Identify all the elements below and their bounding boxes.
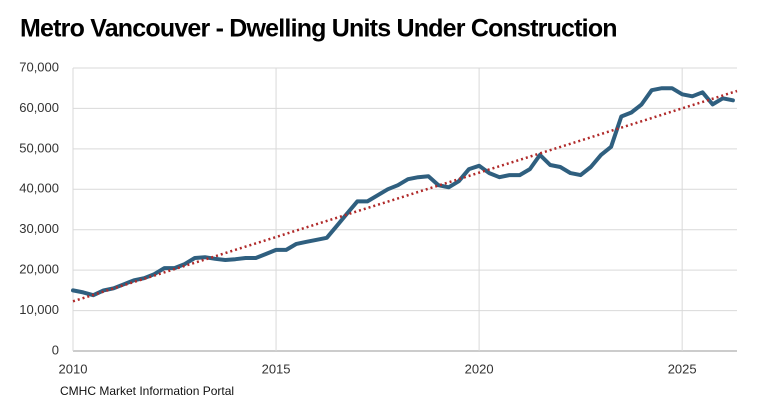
x-tick-label: 2010: [59, 361, 88, 376]
y-tick-label: 10,000: [19, 302, 59, 317]
y-tick-label: 70,000: [19, 59, 59, 74]
data-line: [71, 86, 735, 298]
source-note: CMHC Market Information Portal: [60, 384, 234, 398]
y-tick-label: 0: [52, 342, 59, 357]
x-tick-label: 2015: [262, 361, 291, 376]
x-tick-label: 2025: [668, 361, 697, 376]
trend-line: [72, 89, 738, 303]
y-tick-label: 60,000: [19, 100, 59, 115]
x-tick-label: 2020: [465, 361, 494, 376]
y-tick-label: 40,000: [19, 181, 59, 196]
y-tick-label: 50,000: [19, 140, 59, 155]
y-tick-label: 20,000: [19, 262, 59, 277]
y-tick-label: 30,000: [19, 221, 59, 236]
chart-title: Metro Vancouver - Dwelling Units Under C…: [20, 15, 617, 43]
